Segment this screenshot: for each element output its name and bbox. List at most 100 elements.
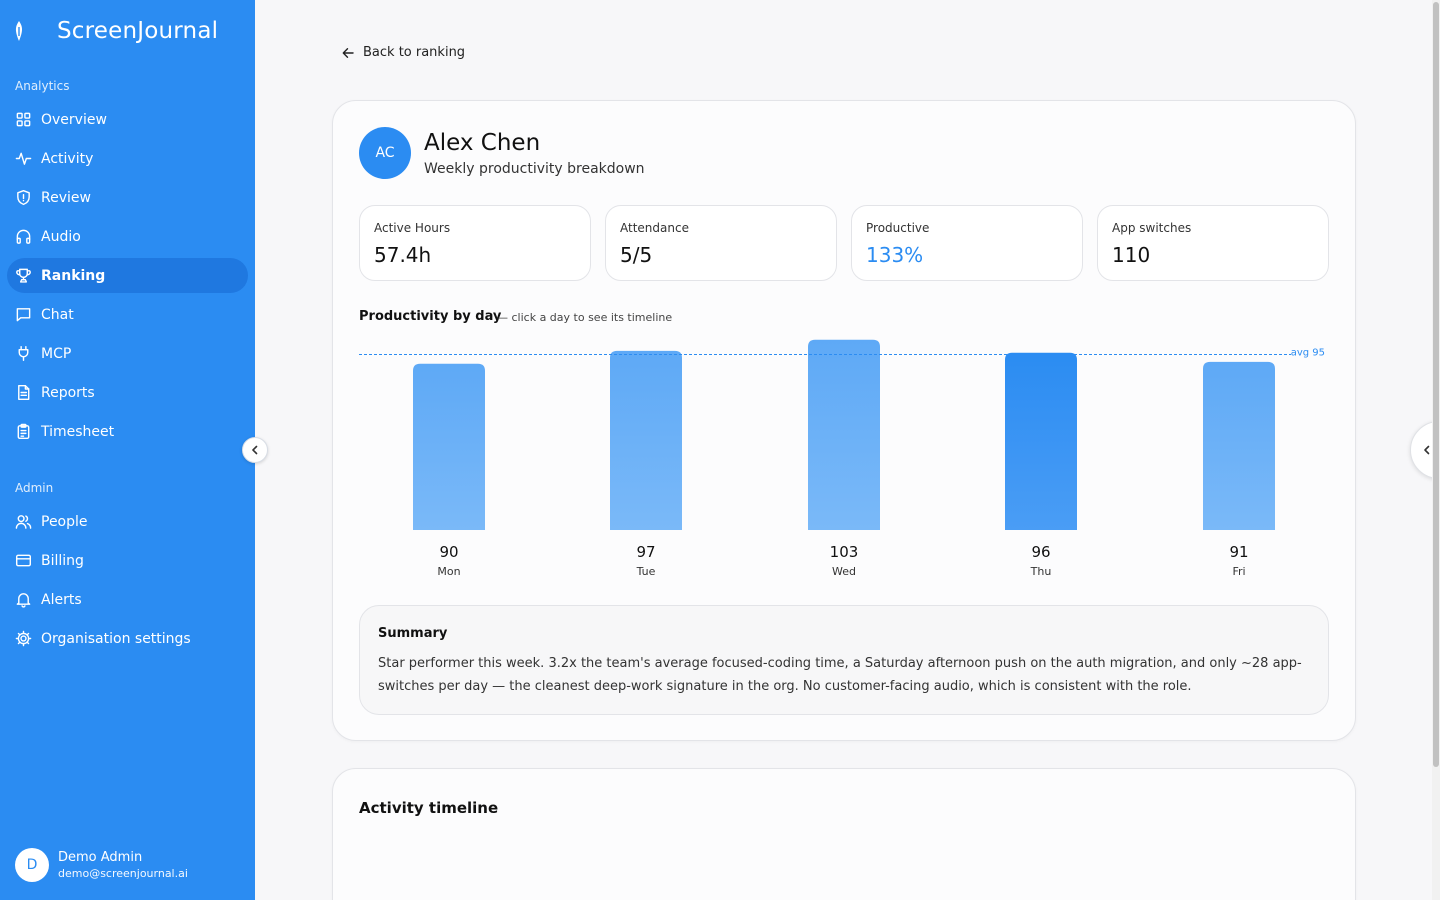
trophy-icon	[16, 268, 31, 283]
sidebar-item-label: Audio	[41, 228, 81, 245]
chart-title: Productivity by day	[359, 309, 502, 324]
chart-bar-wed[interactable]: 103 Wed	[808, 339, 880, 578]
stat-card-attendance: Attendance 5/5	[605, 205, 837, 281]
chevron-left-icon	[1424, 445, 1430, 455]
bar-value-label: 96	[1031, 543, 1050, 561]
users-icon	[15, 515, 32, 529]
avatar: D	[15, 848, 49, 882]
user-name: Demo Admin	[58, 850, 143, 865]
clipboard-icon	[17, 423, 30, 440]
chart-bar-fri[interactable]: 91 Fri	[1203, 361, 1275, 578]
sidebar-item-review[interactable]: Review	[7, 180, 248, 215]
nav-admin-list: People Billing Alerts Organisation settings	[7, 504, 248, 660]
scrollbar[interactable]	[1432, 0, 1440, 900]
sidebar-item-alerts[interactable]: Alerts	[7, 582, 248, 617]
bar-value-label: 103	[830, 543, 859, 561]
bar[interactable]	[610, 350, 682, 530]
bar[interactable]	[1005, 352, 1077, 530]
chevron-left-icon	[252, 445, 258, 455]
average-label: avg 95	[1291, 348, 1325, 359]
stat-card-app-switches: App switches 110	[1097, 205, 1329, 281]
stat-card-active-hours: Active Hours 57.4h	[359, 205, 591, 281]
back-to-ranking-link[interactable]: Back to ranking	[341, 45, 465, 60]
person-avatar: AC	[359, 127, 411, 179]
timeline-title: Activity timeline	[359, 799, 499, 817]
summary-title: Summary	[378, 626, 448, 641]
person-subtitle: Weekly productivity breakdown	[424, 161, 645, 177]
sidebar-item-label: Review	[41, 189, 91, 206]
bar-category-label: Mon	[437, 565, 460, 578]
sidebar-item-label: Reports	[41, 384, 95, 401]
bell-icon	[16, 593, 31, 608]
sidebar-item-chat[interactable]: Chat	[7, 297, 248, 332]
sidebar-item-activity[interactable]: Activity	[7, 141, 248, 176]
arrow-left-icon	[342, 47, 354, 58]
timeline-card: Activity timeline	[332, 768, 1356, 900]
bar-category-label: Thu	[1030, 565, 1052, 578]
sidebar-item-label: Activity	[41, 150, 94, 167]
brand[interactable]: ScreenJournal	[12, 18, 218, 44]
bar-category-label: Wed	[832, 565, 856, 578]
user-email: demo@screenjournal.ai	[58, 867, 188, 880]
sidebar-item-billing[interactable]: Billing	[7, 543, 248, 578]
chart-bar-mon[interactable]: 90 Mon	[413, 363, 485, 578]
stat-value: 110	[1112, 243, 1151, 267]
scrollbar-thumb[interactable]	[1433, 2, 1439, 767]
stat-value: 57.4h	[374, 243, 432, 267]
collapse-sidebar-button[interactable]	[242, 437, 268, 463]
sidebar-item-label: People	[41, 513, 88, 530]
user-card[interactable]: D Demo Admin demo@screenjournal.ai	[15, 848, 188, 882]
chat-icon	[16, 308, 31, 322]
sidebar-item-label: Alerts	[41, 591, 82, 608]
grid-icon	[16, 112, 31, 127]
brand-name: ScreenJournal	[57, 18, 219, 44]
chart-bar-thu[interactable]: 96 Thu	[1005, 352, 1077, 578]
sidebar-item-ranking[interactable]: Ranking	[7, 258, 248, 293]
person-name: Alex Chen	[424, 130, 541, 156]
nav-section-analytics: Analytics	[15, 79, 70, 93]
sidebar-item-label: MCP	[41, 345, 72, 362]
pulse-icon	[15, 152, 32, 165]
person-card: AC Alex Chen Weekly productivity breakdo…	[332, 100, 1356, 741]
gear-icon	[15, 630, 32, 647]
shield-icon	[17, 189, 30, 206]
sidebar-item-label: Billing	[41, 552, 84, 569]
nav-analytics-list: Overview Activity Review Audio Ranking Chat MC…	[7, 102, 248, 453]
bar-value-label: 97	[636, 543, 655, 561]
user-meta: Demo Admin demo@screenjournal.ai	[58, 850, 188, 880]
sidebar-item-label: Chat	[41, 306, 74, 323]
sidebar-item-label: Overview	[41, 111, 107, 128]
bar[interactable]	[1203, 361, 1275, 530]
sidebar-item-label: Ranking	[41, 267, 106, 284]
stat-label: Productive	[866, 221, 930, 235]
stat-card-productive: Productive 133%	[851, 205, 1083, 281]
sidebar-item-reports[interactable]: Reports	[7, 375, 248, 410]
productivity-chart: 90 Mon 97 Tue 103 Wed 96 Thu 91 Fri avg 95	[359, 339, 1325, 578]
nav-section-admin: Admin	[15, 481, 54, 495]
stat-label: Attendance	[620, 221, 689, 235]
chart-bar-tue[interactable]: 97 Tue	[610, 350, 682, 578]
sidebar-item-people[interactable]: People	[7, 504, 248, 539]
bar[interactable]	[808, 339, 880, 530]
plug-icon	[18, 345, 29, 362]
back-link-label: Back to ranking	[363, 45, 466, 60]
credit-card-icon	[15, 554, 32, 567]
bar-value-label: 90	[439, 543, 458, 561]
summary-box: Summary Star performer this week. 3.2x t…	[359, 605, 1329, 715]
brand-logo-icon	[12, 18, 26, 44]
stat-value: 5/5	[620, 243, 653, 267]
sidebar-item-organisation-settings[interactable]: Organisation settings	[7, 621, 248, 656]
sidebar: ScreenJournal Analytics Overview Activity…	[0, 0, 255, 900]
sidebar-item-overview[interactable]: Overview	[7, 102, 248, 137]
document-icon	[18, 384, 30, 401]
sidebar-item-label: Timesheet	[41, 423, 115, 440]
bar[interactable]	[413, 363, 485, 530]
sidebar-item-timesheet[interactable]: Timesheet	[7, 414, 248, 449]
stat-value: 133%	[866, 243, 924, 267]
sidebar-item-audio[interactable]: Audio	[7, 219, 248, 254]
stat-label: Active Hours	[374, 221, 451, 235]
chart-hint: — click a day to see its timeline	[497, 311, 673, 324]
sidebar-item-mcp[interactable]: MCP	[7, 336, 248, 371]
headphones-icon	[16, 229, 31, 244]
summary-text: Star performer this week. 3.2x the team'…	[378, 656, 1302, 694]
